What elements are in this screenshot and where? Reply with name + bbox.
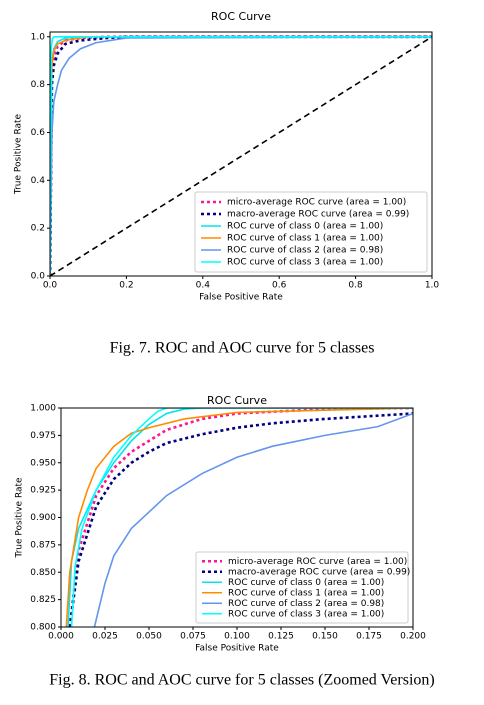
- legend-label: micro-average ROC curve (area = 1.00): [228, 557, 407, 567]
- y-tick-label: 0.6: [31, 128, 46, 138]
- plot-area: [65, 408, 413, 627]
- x-tick-label: 1.0: [425, 281, 440, 291]
- x-tick-label: 0.075: [180, 632, 206, 642]
- y-axis-label: True Positive Rate: [14, 113, 24, 195]
- y-tick-label: 0.4: [31, 176, 46, 186]
- chart-title: ROC Curve: [211, 10, 271, 23]
- x-tick-label: 0.0: [43, 281, 58, 291]
- x-tick-label: 0.150: [312, 632, 338, 642]
- x-tick-label: 0.125: [268, 632, 294, 642]
- plot-frame: [60, 407, 414, 628]
- x-tick-label: 0.025: [92, 632, 118, 642]
- y-tick-label: 0.850: [30, 568, 56, 578]
- x-tick-label: 0.8: [348, 281, 363, 291]
- legend-label: ROC curve of class 1 (area = 1.00): [228, 588, 384, 598]
- x-tick-label: 0.2: [119, 281, 133, 291]
- y-tick-label: 0.0: [31, 272, 46, 282]
- y-tick-label: 0.825: [30, 595, 56, 605]
- legend-label: ROC curve of class 2 (area = 0.98): [227, 246, 383, 256]
- y-tick-label: 0.8: [31, 80, 46, 90]
- roc-curve: [70, 408, 413, 627]
- x-axis-label: False Positive Rate: [199, 293, 283, 303]
- roc-curve: [50, 36, 432, 276]
- legend-label: macro-average ROC curve (area = 0.99): [228, 567, 410, 577]
- y-tick-label: 0.800: [30, 623, 56, 633]
- y-tick-label: 0.875: [30, 540, 56, 550]
- roc-curve: [65, 408, 413, 627]
- x-tick-label: 0.4: [196, 281, 211, 291]
- x-tick-label: 0.175: [356, 632, 382, 642]
- legend-label: ROC curve of class 0 (area = 1.00): [228, 578, 384, 588]
- legend-box: [195, 551, 409, 624]
- legend-label: ROC curve of class 0 (area = 1.00): [227, 222, 383, 232]
- plot-area: [50, 35, 432, 276]
- y-tick-label: 0.950: [30, 458, 56, 468]
- legend-label: ROC curve of class 3 (area = 1.00): [227, 258, 383, 268]
- figure-caption: Fig. 8. ROC and AOC curve for 5 classes …: [49, 672, 434, 689]
- plot-frame: [49, 31, 433, 277]
- roc-curve: [93, 412, 413, 627]
- roc-curve: [68, 408, 413, 627]
- chart-title: ROC Curve: [207, 394, 267, 407]
- y-tick-label: 0.900: [30, 513, 56, 523]
- x-tick-label: 0.6: [272, 281, 287, 291]
- x-tick-label: 0.100: [224, 632, 250, 642]
- roc-curve: [68, 412, 413, 627]
- legend-label: ROC curve of class 3 (area = 1.00): [228, 609, 384, 619]
- y-tick-label: 0.925: [30, 486, 56, 496]
- figure-caption: Fig. 7. ROC and AOC curve for 5 classes: [110, 340, 375, 357]
- y-axis-label: True Positive Rate: [15, 477, 25, 559]
- x-tick-label: 0.050: [136, 632, 162, 642]
- x-tick-label: 0.000: [48, 632, 74, 642]
- legend-box: [194, 191, 428, 273]
- legend-label: ROC curve of class 1 (area = 1.00): [227, 234, 383, 244]
- x-axis-label: False Positive Rate: [195, 644, 279, 654]
- y-tick-label: 1.000: [30, 404, 56, 414]
- roc-curve: [50, 35, 432, 276]
- roc-curve: [50, 35, 432, 276]
- y-tick-label: 0.975: [30, 431, 56, 441]
- legend-label: macro-average ROC curve (area = 0.99): [227, 210, 409, 220]
- y-tick-label: 1.0: [31, 32, 46, 42]
- x-tick-label: 0.200: [400, 632, 426, 642]
- y-tick-label: 0.2: [31, 224, 45, 234]
- legend-label: micro-average ROC curve (area = 1.00): [227, 198, 406, 208]
- legend-label: ROC curve of class 2 (area = 0.98): [228, 599, 384, 609]
